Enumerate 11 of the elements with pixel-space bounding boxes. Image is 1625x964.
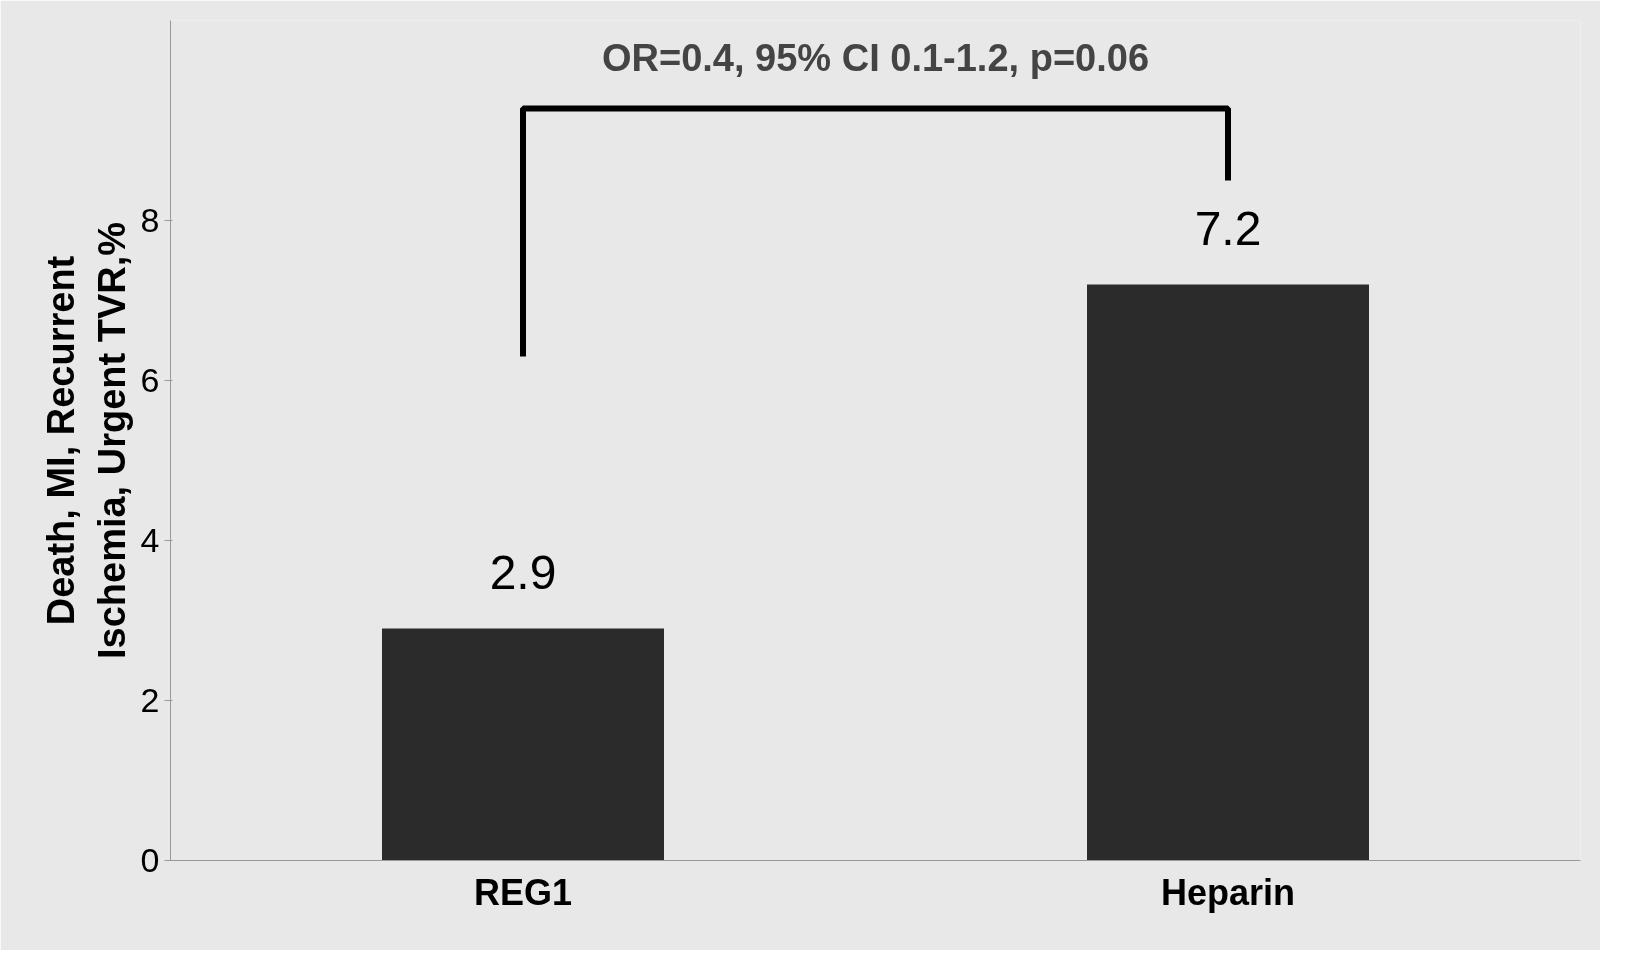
data-label: 2.9: [489, 545, 557, 599]
annotation: OR=0.4, 95% CI 0.1-1.2, p=0.06: [601, 36, 1150, 79]
y-tick-label: 8: [140, 201, 160, 239]
y-tick-label: 0: [140, 841, 160, 879]
x-tick-label: REG1: [473, 871, 573, 913]
y-axis-title: Death, MI, Recurrent Ischemia, Urgent TVR,%: [40, 221, 133, 660]
y-tick-label: 2: [140, 681, 160, 719]
y-tick-label: 6: [140, 361, 160, 399]
x-tick-label: Heparin: [1160, 871, 1296, 913]
y-tick-label: 4: [140, 521, 160, 559]
data-label: 7.2: [1194, 201, 1262, 255]
